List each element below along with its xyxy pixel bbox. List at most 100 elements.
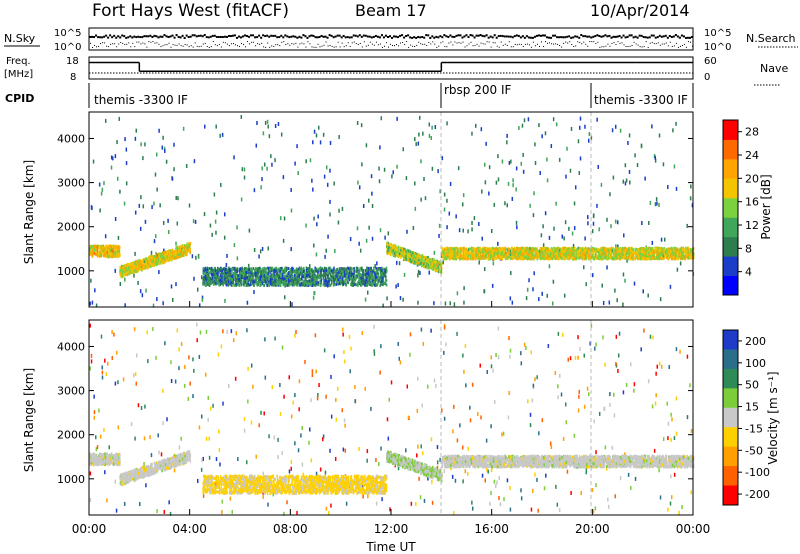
noise-sky-point xyxy=(602,35,605,38)
cpid-segment-2: rbsp 200 IF xyxy=(444,83,511,97)
scatter-point xyxy=(511,196,514,201)
band-point xyxy=(229,269,231,273)
noise-sky-point xyxy=(634,35,637,38)
scatter-point xyxy=(305,159,307,164)
scatter-point xyxy=(552,301,554,306)
band-point xyxy=(430,266,433,270)
band-point xyxy=(298,283,301,287)
band-point xyxy=(123,270,126,274)
noise-sky-point xyxy=(499,34,502,37)
noise-search-point xyxy=(385,42,387,44)
noise-search-point xyxy=(392,45,393,47)
noise-sky-point xyxy=(399,34,402,37)
band-point xyxy=(257,267,260,271)
noise-search-point xyxy=(150,41,152,43)
noise-search-point xyxy=(657,42,659,44)
scatter-point xyxy=(173,167,175,172)
band-point xyxy=(386,242,388,246)
band-point xyxy=(104,254,107,258)
band-point xyxy=(103,246,105,250)
noise-search-point xyxy=(341,42,343,44)
band-point xyxy=(259,284,261,288)
band-point xyxy=(284,281,286,285)
band-point xyxy=(242,279,245,283)
scatter-point xyxy=(572,243,575,248)
band-point xyxy=(439,269,442,273)
band-point xyxy=(322,276,325,280)
noise-search-point xyxy=(230,43,232,45)
band-point xyxy=(243,274,245,278)
noise-search-point xyxy=(369,41,371,43)
noise-sky-point xyxy=(149,34,152,37)
noise-search-point xyxy=(442,41,444,43)
noise-sky-point xyxy=(574,35,577,38)
band-point xyxy=(133,261,136,265)
noise-sky-point xyxy=(531,36,534,39)
band-point xyxy=(365,271,368,275)
band-point xyxy=(434,260,436,264)
noise-sky-point xyxy=(334,35,337,38)
noise-sky-point xyxy=(270,34,273,37)
scatter-point xyxy=(125,147,128,152)
cpid-panel: CPID themis -3300 IF rbsp 200 IF themis … xyxy=(5,83,694,108)
band-point xyxy=(221,282,223,286)
band-point xyxy=(349,276,352,280)
noise-search-point xyxy=(679,45,681,47)
scatter-point xyxy=(623,233,625,238)
band-point xyxy=(233,283,235,287)
scatter-point xyxy=(583,265,585,270)
noise-sky-point xyxy=(455,34,458,37)
band-point xyxy=(120,275,123,279)
noise-sky-point xyxy=(199,34,202,37)
band-point xyxy=(358,275,361,279)
noise-search-point xyxy=(508,41,510,43)
noise-search-point xyxy=(653,43,655,45)
noise-search-point xyxy=(190,45,192,47)
noise-search-point xyxy=(394,45,396,47)
scatter-point xyxy=(177,196,179,201)
scatter-point xyxy=(497,154,499,159)
band-point xyxy=(111,254,114,258)
noise-sky-point xyxy=(395,35,398,38)
scatter-point xyxy=(233,243,236,248)
band-point xyxy=(271,280,274,284)
scatter-point xyxy=(171,297,174,302)
noise-search-point xyxy=(528,44,530,46)
band-point xyxy=(577,251,579,255)
band-point xyxy=(129,262,132,266)
band-point xyxy=(324,276,327,280)
noise-sky-point xyxy=(680,34,683,37)
band-point xyxy=(126,265,128,269)
noise-search-point xyxy=(438,45,440,47)
band-point xyxy=(90,252,92,256)
scatter-point xyxy=(648,220,650,225)
band-point xyxy=(325,279,327,283)
noise-search-point xyxy=(545,41,547,43)
noise-search-point xyxy=(271,45,273,47)
band-point xyxy=(368,274,371,278)
band-point xyxy=(413,260,416,264)
band-point xyxy=(278,282,281,286)
scatter-point xyxy=(326,182,329,187)
band-point xyxy=(338,270,340,274)
noise-sky-point xyxy=(282,36,285,39)
noise-sky-point xyxy=(658,34,661,37)
band-point xyxy=(256,268,258,272)
band-point xyxy=(296,281,299,285)
noise-search-point xyxy=(315,46,317,48)
band-point xyxy=(204,280,206,284)
noise-search-point xyxy=(468,43,470,45)
scatter-point xyxy=(438,223,441,228)
band-point xyxy=(386,251,389,255)
band-point xyxy=(350,274,353,278)
band-point xyxy=(310,270,312,274)
band-point xyxy=(100,249,102,253)
band-point xyxy=(280,274,282,278)
scatter-point xyxy=(624,181,627,186)
noise-search-point xyxy=(553,43,555,45)
noise-sky-point xyxy=(449,34,452,37)
scatter-point xyxy=(669,284,672,289)
scatter-point xyxy=(529,203,531,208)
band-point xyxy=(290,280,293,284)
scatter-point xyxy=(497,241,499,246)
